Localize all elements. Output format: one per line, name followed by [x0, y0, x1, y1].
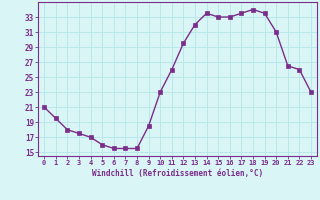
X-axis label: Windchill (Refroidissement éolien,°C): Windchill (Refroidissement éolien,°C): [92, 169, 263, 178]
